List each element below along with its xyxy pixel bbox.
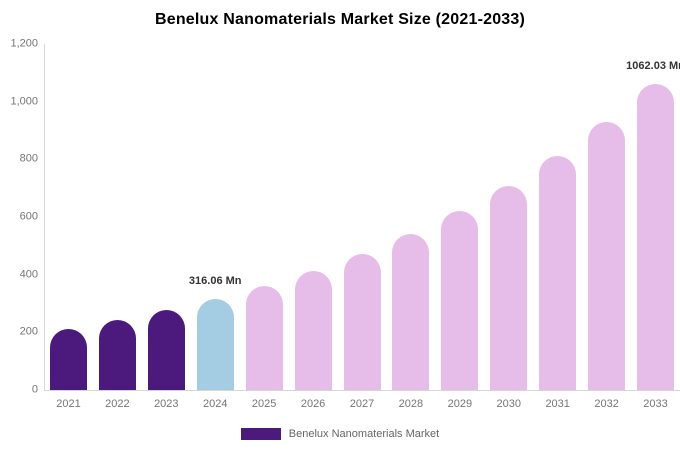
x-tick-label-2029: 2029	[447, 398, 473, 410]
y-tick-label-600: 600	[19, 210, 38, 223]
x-tick-label-2023: 2023	[154, 398, 179, 410]
bar-2021[interactable]	[49, 329, 87, 390]
x-tick-label-2026: 2026	[300, 398, 326, 410]
bar-2028[interactable]	[392, 233, 430, 390]
bar-2032[interactable]	[588, 122, 626, 390]
bar-2022[interactable]	[98, 320, 136, 390]
x-tick-label-2033: 2033	[643, 398, 668, 410]
y-tick-label-1200: 1,200	[10, 37, 38, 50]
x-tick-label-2032: 2032	[594, 398, 619, 410]
data-label-2033: 1062.03 Mn	[626, 59, 680, 72]
y-tick-label-200: 200	[19, 325, 38, 338]
y-axis-line	[44, 44, 45, 390]
legend-item[interactable]: Benelux Nanomaterials Market	[0, 424, 680, 444]
data-label-2024: 316.06 Mn	[188, 274, 242, 287]
x-tick-label-2025: 2025	[251, 398, 277, 410]
x-tick-label-2031: 2031	[545, 398, 570, 410]
y-tick-label-400: 400	[19, 268, 38, 281]
bar-2023[interactable]	[147, 310, 185, 390]
chart-title: Benelux Nanomaterials Market Size (2021-…	[154, 11, 526, 28]
x-tick-label-2030: 2030	[496, 398, 521, 410]
bar-2031[interactable]	[539, 155, 577, 390]
legend-swatch	[240, 428, 281, 440]
y-tick-label-0: 0	[31, 383, 38, 396]
x-axis-line	[44, 390, 680, 391]
bar-2033[interactable]	[637, 83, 675, 390]
x-tick-label-2028: 2028	[398, 398, 424, 410]
x-tick-label-2027: 2027	[349, 398, 375, 410]
legend-label: Benelux Nanomaterials Market	[288, 428, 440, 440]
bar-2027[interactable]	[343, 253, 381, 390]
bar-2029[interactable]	[441, 211, 479, 390]
bar-2024[interactable]	[196, 298, 234, 390]
x-tick-label-2024: 2024	[202, 398, 228, 410]
y-tick-label-1000: 1,000	[10, 95, 38, 108]
bar-2025[interactable]	[245, 285, 283, 390]
x-tick-label-2022: 2022	[105, 398, 130, 410]
x-tick-label-2021: 2021	[56, 398, 81, 410]
y-tick-label-800: 800	[19, 152, 38, 165]
bar-2026[interactable]	[294, 270, 332, 390]
bar-2030[interactable]	[490, 185, 528, 390]
